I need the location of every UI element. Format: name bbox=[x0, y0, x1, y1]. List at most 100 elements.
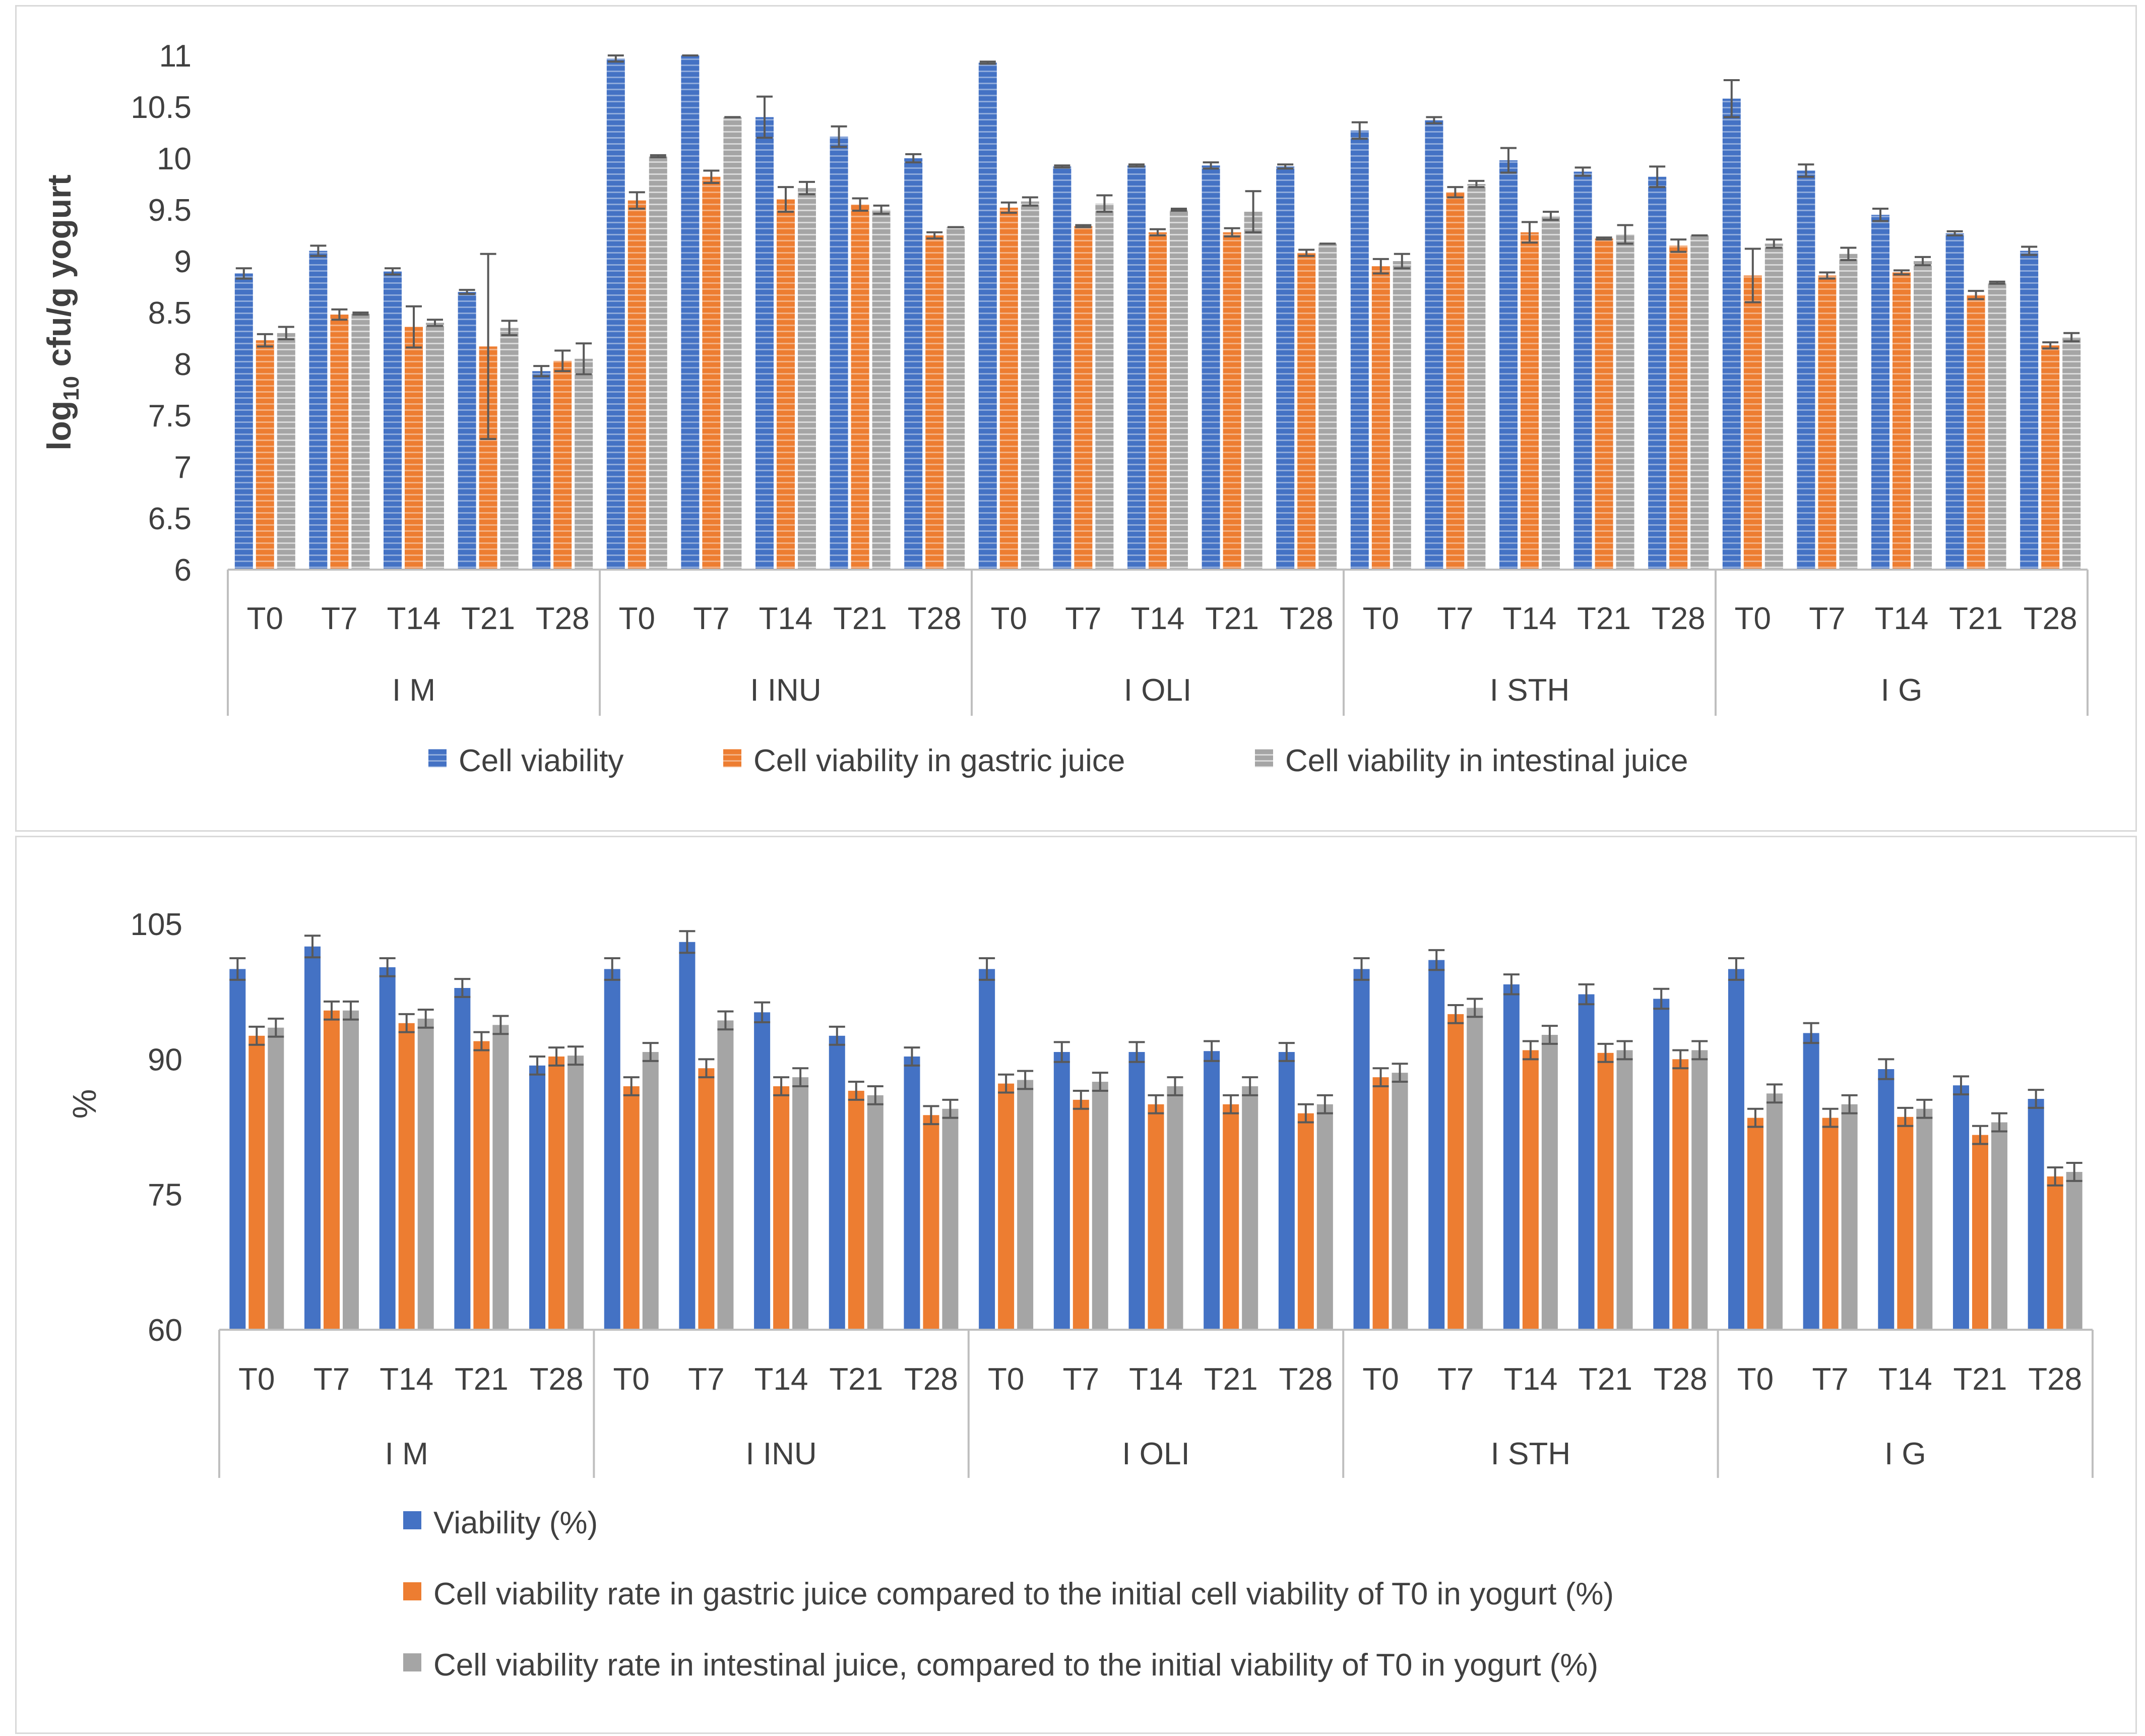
bar bbox=[1728, 969, 1744, 1330]
bar bbox=[1897, 1117, 1914, 1330]
x-tick-label: T21 bbox=[1579, 1362, 1632, 1397]
bar bbox=[1499, 160, 1518, 570]
top-y-axis-title: log10 cfu/g yogurt bbox=[40, 174, 84, 451]
bar bbox=[1392, 1073, 1408, 1330]
bar bbox=[1967, 295, 1985, 570]
bar bbox=[454, 988, 471, 1330]
bar bbox=[1871, 215, 1889, 570]
bar bbox=[1072, 1099, 1089, 1330]
group-label: I G bbox=[1881, 673, 1923, 708]
bar bbox=[604, 969, 620, 1330]
y-tick-label: 9.5 bbox=[148, 193, 192, 228]
group-label: I M bbox=[385, 1437, 428, 1471]
bar bbox=[777, 199, 795, 570]
group-label: I OLI bbox=[1122, 1437, 1189, 1471]
bar bbox=[773, 1086, 790, 1330]
x-tick-label: T7 bbox=[321, 601, 357, 636]
x-tick-label: T21 bbox=[455, 1362, 509, 1397]
bar bbox=[717, 1020, 734, 1330]
bar bbox=[1428, 960, 1445, 1330]
bar bbox=[1318, 243, 1337, 570]
bar bbox=[1316, 1104, 1333, 1330]
x-tick-label: T0 bbox=[1737, 1362, 1774, 1397]
x-tick-label: T14 bbox=[1878, 1362, 1932, 1397]
group-label: I INU bbox=[745, 1437, 816, 1471]
bar bbox=[1127, 165, 1146, 570]
bar bbox=[1017, 1080, 1034, 1330]
bar bbox=[1350, 130, 1369, 570]
bar bbox=[1393, 261, 1411, 570]
bar bbox=[1446, 192, 1465, 570]
bar bbox=[2062, 337, 2081, 570]
bar bbox=[405, 327, 423, 570]
x-tick-label: T0 bbox=[619, 601, 655, 636]
bar bbox=[942, 1108, 959, 1330]
bar bbox=[1648, 176, 1667, 570]
group-label: I STH bbox=[1490, 673, 1569, 708]
bar bbox=[1616, 234, 1634, 570]
x-tick-label: T21 bbox=[829, 1362, 883, 1397]
bar bbox=[848, 1090, 864, 1330]
x-tick-label: T14 bbox=[1503, 601, 1557, 636]
bar bbox=[548, 1056, 565, 1330]
bar bbox=[872, 210, 891, 570]
legend-swatch bbox=[428, 749, 447, 767]
legend-label: Cell viability in intestinal juice bbox=[1285, 743, 1688, 778]
bar bbox=[1503, 984, 1520, 1330]
bar bbox=[1841, 1104, 1858, 1330]
bar bbox=[1021, 201, 1039, 570]
bar bbox=[458, 292, 476, 570]
bar bbox=[1722, 98, 1741, 570]
bar bbox=[567, 1056, 584, 1330]
bar bbox=[1467, 1008, 1483, 1330]
x-tick-label: T0 bbox=[1735, 601, 1771, 636]
x-tick-label: T14 bbox=[387, 601, 441, 636]
bar bbox=[999, 207, 1018, 570]
bar bbox=[426, 323, 444, 570]
bar bbox=[398, 1023, 415, 1330]
y-tick-label: 90 bbox=[148, 1042, 182, 1077]
bar bbox=[642, 1052, 659, 1330]
bar bbox=[829, 1035, 845, 1330]
bar bbox=[1244, 212, 1263, 570]
bar bbox=[234, 273, 253, 570]
bar bbox=[1276, 166, 1295, 570]
x-tick-label: T0 bbox=[991, 601, 1027, 636]
x-tick-label: T21 bbox=[461, 601, 515, 636]
group-label: I STH bbox=[1491, 1437, 1570, 1471]
bottom-y-axis-title: % bbox=[66, 1089, 103, 1119]
x-tick-label: T14 bbox=[759, 601, 813, 636]
bar bbox=[978, 63, 997, 570]
x-tick-label: T21 bbox=[1949, 601, 2003, 636]
x-tick-label: T28 bbox=[2024, 601, 2077, 636]
bar bbox=[1991, 1122, 2007, 1330]
bar bbox=[1691, 1050, 1708, 1330]
bar bbox=[1297, 253, 1316, 570]
bar bbox=[2066, 1171, 2083, 1330]
bar bbox=[1573, 171, 1592, 570]
bar bbox=[1669, 245, 1688, 570]
x-tick-label: T7 bbox=[1809, 601, 1845, 636]
bar bbox=[1952, 1085, 1969, 1330]
bar bbox=[1223, 1104, 1239, 1330]
legend-swatch bbox=[403, 1511, 421, 1529]
x-tick-label: T7 bbox=[1063, 1362, 1099, 1397]
group-label: I M bbox=[392, 673, 435, 708]
bar bbox=[851, 204, 869, 570]
bar bbox=[1541, 1035, 1558, 1330]
bar bbox=[1297, 1113, 1314, 1330]
bar bbox=[867, 1095, 884, 1330]
bar bbox=[1204, 1051, 1220, 1330]
top-chart: 6 6.5 7 7.5 8 8.5 9 9.5 10 10.5 11 T0 T7 T14 T21 T28 T0 T… bbox=[131, 39, 2089, 778]
bar bbox=[1542, 216, 1560, 570]
x-tick-label: T7 bbox=[688, 1362, 724, 1397]
bar bbox=[623, 1086, 640, 1330]
bar bbox=[1747, 1118, 1763, 1330]
bar bbox=[1818, 275, 1837, 570]
x-tick-label: T0 bbox=[613, 1362, 650, 1397]
bar bbox=[1822, 1118, 1839, 1330]
x-tick-label: T28 bbox=[536, 601, 590, 636]
legend-label: Cell viability rate in gastric juice com… bbox=[433, 1577, 1614, 1611]
bar bbox=[1690, 235, 1709, 570]
bar bbox=[384, 271, 402, 570]
